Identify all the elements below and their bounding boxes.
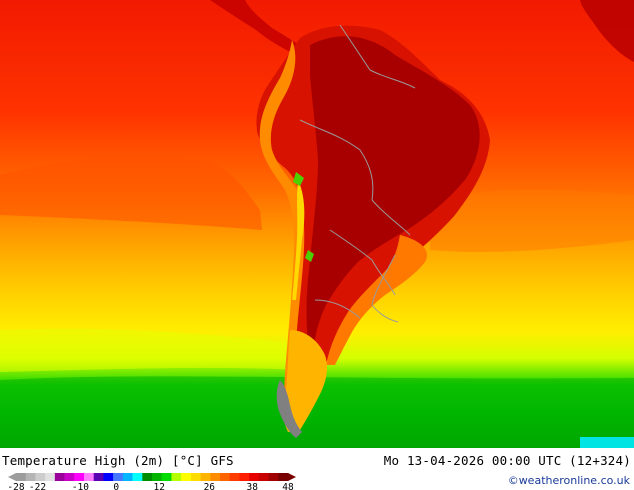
legend-tick-label: 48 — [282, 482, 294, 490]
legend-ticks: -28 -22 -10 0 12 26 38 48 — [7, 482, 294, 490]
legend-swatch — [93, 473, 104, 481]
cool-band-south — [0, 328, 300, 372]
green-band-south — [0, 376, 634, 448]
legend-swatch — [54, 473, 65, 481]
color-legend: -28 -22 -10 0 12 26 38 48 — [7, 473, 296, 490]
temperature-map — [0, 0, 634, 448]
legend-swatch — [210, 473, 221, 481]
warm-band-west — [0, 155, 262, 230]
legend-tick-label: 26 — [204, 482, 216, 490]
legend-swatch — [103, 473, 114, 481]
legend-swatch — [45, 473, 56, 481]
legend-tick-label: 38 — [246, 482, 258, 490]
legend-swatch — [268, 473, 279, 481]
warm-band-east — [430, 190, 634, 252]
andes-green-patches — [293, 172, 314, 262]
valid-time: Mo 13-04-2026 00:00 UTC (12+324) — [383, 453, 631, 468]
cyan-patch — [580, 437, 634, 448]
legend-swatch — [278, 473, 289, 481]
legend-swatch — [152, 473, 163, 481]
legend-tick-label: -22 — [29, 482, 46, 490]
legend-arrow-low — [8, 473, 16, 481]
legend-swatch — [258, 473, 269, 481]
caribbean-islands — [580, 0, 634, 62]
legend-swatch — [171, 473, 182, 481]
legend-swatch — [161, 473, 172, 481]
legend-swatch — [16, 473, 27, 481]
legend-swatch — [229, 473, 240, 481]
legend-swatch — [64, 473, 75, 481]
legend-swatch — [25, 473, 36, 481]
country-borders — [299, 24, 416, 323]
legend-swatch — [181, 473, 192, 481]
map-title: Temperature High (2m) [°C] GFS — [2, 453, 234, 468]
legend-swatch — [142, 473, 153, 481]
legend-swatch — [113, 473, 124, 481]
map-footer: Temperature High (2m) [°C] GFS Mo 13-04-… — [0, 448, 634, 490]
legend-swatch — [84, 473, 95, 481]
southeast-warm — [326, 235, 428, 365]
legend-swatch — [190, 473, 201, 481]
andes-cool-strip — [259, 40, 305, 400]
legend-tick-label: -10 — [72, 482, 89, 490]
legend-swatch — [239, 473, 250, 481]
legend-swatch — [200, 473, 211, 481]
legend-swatch — [122, 473, 133, 481]
site-credit[interactable]: ©weatheronline.co.uk — [507, 474, 630, 487]
legend-arrow-high — [288, 473, 296, 481]
legend-swatch — [74, 473, 85, 481]
amazon-hot-core — [306, 36, 480, 346]
andes-highland-yellow — [292, 180, 305, 300]
tierra-del-fuego — [276, 380, 302, 438]
legend-swatch — [132, 473, 143, 481]
legend-swatch — [35, 473, 46, 481]
legend-tick-label: 12 — [153, 482, 164, 490]
legend-tick-label: 0 — [113, 482, 119, 490]
legend-swatches — [8, 473, 296, 481]
patagonia-land — [283, 330, 328, 432]
legend-swatch — [249, 473, 260, 481]
legend-tick-label: -28 — [7, 482, 24, 490]
legend-swatch — [220, 473, 231, 481]
central-america-land — [210, 0, 302, 55]
